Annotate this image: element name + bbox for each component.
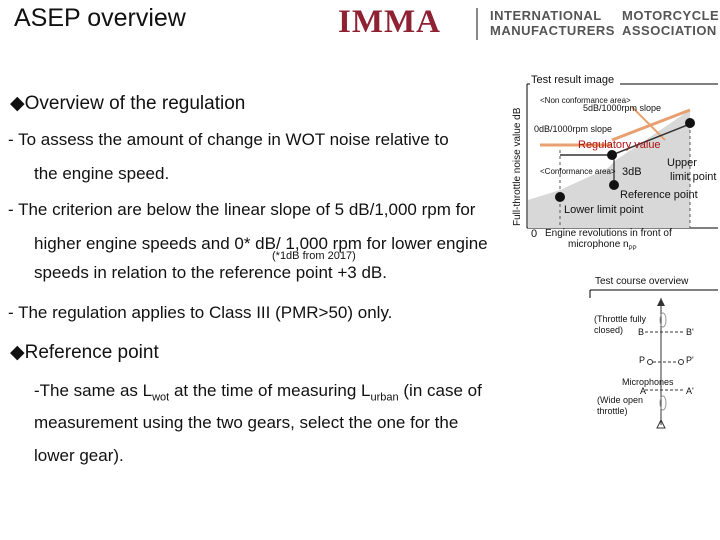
logo-line-international: INTERNATIONAL	[490, 8, 602, 23]
throttle-closed-line1: (Throttle fully	[594, 314, 647, 324]
test-result-title: Test result image	[531, 74, 615, 86]
course-title: Test course overview	[595, 276, 689, 287]
slope-5db-label: 5dB/1000rpm slope	[583, 103, 662, 113]
slope-5db-pointer	[631, 106, 666, 141]
regulatory-value-label: Regulatory value	[578, 139, 661, 151]
x-axis-label-line1: Engine revolutions in front of	[545, 228, 672, 239]
label-p: P	[639, 355, 646, 365]
microphone-right	[678, 359, 684, 365]
page-title: ASEP overview	[14, 4, 186, 32]
upper-limit-label-line1: Upper	[667, 157, 697, 169]
label-b: B	[638, 327, 645, 337]
regulation-item1-line2: the engine speed.	[34, 164, 170, 183]
microphone-left	[647, 359, 653, 365]
wide-open-line2: throttle)	[597, 406, 628, 416]
regulation-footnote: (*1dB from 2017)	[272, 250, 356, 262]
regulatory-point	[607, 150, 617, 160]
label-b-prime: B'	[686, 327, 694, 337]
x-axis-label-subscript: PP	[628, 246, 637, 252]
x-axis-label-line2: microphone nPP	[568, 239, 637, 252]
regulation-heading: ◆Overview of the regulation	[10, 93, 246, 114]
regulation-item1-line1: - To assess the amount of change in WOT …	[8, 130, 449, 149]
logo-separator	[476, 8, 478, 40]
wide-open-line1: (Wide open	[597, 395, 644, 405]
logo-line-motorcycle: MOTORCYCLE	[622, 8, 720, 23]
throttle-closed-line2: closed)	[594, 325, 624, 335]
lurban-subscript: urban	[370, 391, 399, 404]
microphones-label: Microphones	[622, 377, 674, 387]
motorcycle-bottom-icon	[659, 395, 667, 411]
reference-point-marker	[609, 180, 619, 190]
direction-arrow-top	[657, 298, 665, 306]
logo-text-right: MOTORCYCLE ASSOCIATION	[622, 8, 719, 38]
regulation-item2-line1: - The criterion are below the linear slo…	[8, 200, 476, 219]
regulation-item2-line3: speeds in relation to the reference poin…	[34, 263, 387, 282]
reference-point-label: Reference point	[620, 189, 698, 201]
lwot-subscript: wot	[152, 391, 170, 404]
logo-line-manufacturers: MANUFACTURERS	[490, 23, 615, 38]
direction-arrow-bottom	[656, 418, 666, 429]
conformance-label: <Conformance area>	[540, 167, 616, 176]
reference-line1: -The same as Lwot at the time of measuri…	[34, 381, 482, 403]
reference-line1-part2: at the time of measuring L	[169, 381, 371, 400]
label-a: A	[640, 386, 647, 396]
reference-line1-part3: (in case of	[398, 381, 482, 400]
origin-label: 0	[531, 228, 538, 240]
label-a-prime: A'	[686, 386, 694, 396]
upper-limit-label-line2: limit point	[670, 171, 717, 183]
lower-limit-point	[555, 192, 565, 202]
three-db-label: 3dB	[622, 166, 642, 178]
reference-line3: lower gear).	[34, 446, 124, 465]
regulation-item3: - The regulation applies to Class III (P…	[8, 303, 393, 322]
reference-line1-part1: -The same as L	[34, 381, 153, 400]
reference-line2: measurement using the two gears, select …	[34, 413, 459, 432]
imma-logo: IMMA	[338, 4, 441, 40]
x-axis-label-text: microphone n	[568, 239, 629, 250]
logo-line-association: ASSOCIATION	[622, 23, 717, 38]
reference-heading: ◆Reference point	[10, 342, 159, 363]
non-conformance-label: <Non conformance area>	[540, 96, 631, 105]
regulation-item2-line2: higher engine speeds and 0* dB/ 1,000 rp…	[34, 234, 488, 253]
lower-limit-label: Lower limit point	[564, 204, 644, 216]
slope-0db-label: 0dB/1000rpm slope	[534, 124, 613, 134]
label-p-prime: P'	[686, 355, 694, 365]
logo-text-left: INTERNATIONAL MANUFACTURERS	[490, 8, 615, 38]
upper-limit-point	[685, 118, 695, 128]
motorcycle-top-icon	[659, 312, 667, 328]
